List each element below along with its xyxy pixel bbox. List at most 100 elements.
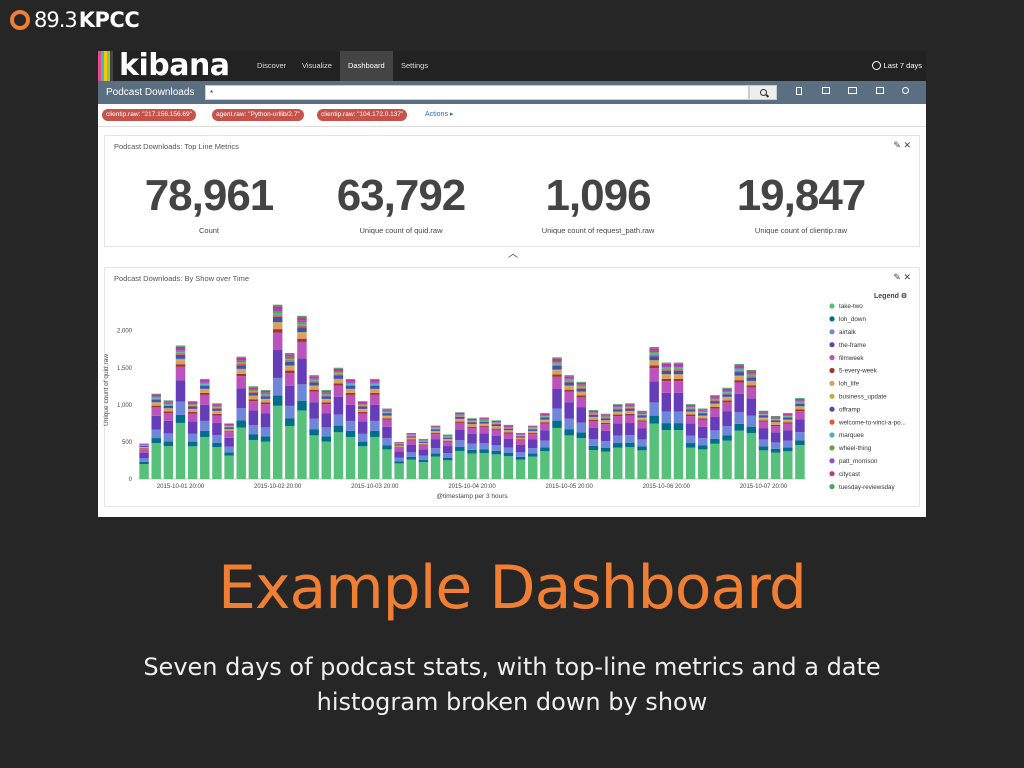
- metric-value: 1,096: [545, 171, 651, 220]
- bar-segment: [345, 379, 356, 382]
- bar-segment: [248, 390, 259, 392]
- bar-segment: [200, 384, 210, 386]
- bar-segment: [515, 456, 526, 460]
- bar-segment: [212, 403, 222, 405]
- legend-title[interactable]: Legend ⚙: [874, 293, 908, 300]
- bar-segment: [576, 385, 587, 387]
- bar-segment: [163, 404, 174, 406]
- bar-segment: [588, 419, 599, 422]
- bar-segment: [309, 379, 319, 381]
- filter-pill[interactable]: clientip.raw: "104.172.0.137": [317, 109, 408, 121]
- bar-segment: [309, 386, 319, 390]
- bar-segment: [698, 438, 708, 446]
- bar-segment: [430, 456, 441, 479]
- bar-segment: [758, 414, 769, 416]
- bar-segment: [224, 426, 234, 428]
- bar-segment: [540, 440, 550, 448]
- bar-segment: [734, 364, 744, 366]
- bar-segment: [394, 445, 404, 448]
- bar-segment: [710, 399, 720, 401]
- bar-segment: [698, 411, 708, 413]
- legend-item: marquee: [839, 432, 864, 439]
- bar-segment: [746, 374, 757, 376]
- bar-segment: [758, 428, 769, 440]
- bar-segment: [370, 389, 380, 393]
- search-button[interactable]: [749, 85, 777, 100]
- bar-segment: [321, 402, 331, 405]
- time-picker[interactable]: Last 7 days: [871, 51, 922, 81]
- bar-segment: [467, 424, 477, 427]
- kpcc-name: KPCC: [78, 8, 140, 32]
- collapse-caret-icon[interactable]: ︿: [508, 249, 518, 260]
- bar-segment: [200, 430, 210, 437]
- bar-segment: [187, 401, 198, 402]
- bar-segment: [467, 418, 477, 421]
- settings-icon[interactable]: [902, 87, 909, 94]
- edit-icon[interactable]: ✎: [893, 272, 901, 282]
- open-icon[interactable]: [848, 87, 857, 94]
- bar-segment: [722, 387, 732, 389]
- bar-segment: [382, 410, 392, 412]
- nav-tab-discover[interactable]: Discover: [257, 61, 287, 70]
- bar-segment: [248, 390, 259, 391]
- bar-segment: [272, 322, 283, 324]
- bar-segment: [637, 414, 647, 415]
- bar-segment: [625, 404, 635, 406]
- bar-segment: [442, 453, 453, 458]
- bar-segment: [649, 354, 659, 357]
- filter-pill[interactable]: clientip.raw: "217.156.156.69": [102, 109, 196, 121]
- save-icon[interactable]: [822, 87, 830, 94]
- new-dashboard-icon[interactable]: [796, 87, 802, 95]
- bar-segment: [576, 392, 587, 396]
- kpcc-frequency: 89.3: [34, 8, 78, 32]
- bar-segment: [151, 397, 161, 398]
- nav-tab-dashboard[interactable]: Dashboard: [340, 51, 393, 81]
- bar-segment: [139, 443, 149, 445]
- bar-segment: [200, 392, 210, 395]
- bar-segment: [212, 407, 222, 409]
- bar-segment: [333, 378, 344, 380]
- bar-segment: [187, 441, 198, 447]
- bar-segment: [564, 418, 574, 430]
- nav-tab-visualize[interactable]: Visualize: [302, 61, 332, 70]
- bar-segment: [187, 405, 198, 407]
- bar-segment: [649, 402, 659, 416]
- bar-segment: [418, 443, 429, 445]
- bar-segment: [382, 449, 392, 479]
- bar-segment: [770, 424, 781, 427]
- edit-icon[interactable]: ✎: [893, 140, 901, 150]
- bar-segment: [163, 401, 174, 403]
- close-icon[interactable]: ✕: [903, 272, 911, 282]
- filter-pill[interactable]: agent.raw: "Python-urllib/2.7": [212, 109, 304, 121]
- collapse-caret-icon[interactable]: ︿: [508, 509, 518, 517]
- search-input[interactable]: *: [205, 85, 749, 100]
- bar-segment: [467, 421, 477, 422]
- bar-segment: [333, 373, 344, 375]
- bar-segment: [540, 447, 550, 452]
- x-axis-label: @timestamp per 3 hours: [436, 493, 508, 500]
- bar-segment: [758, 414, 769, 415]
- bar-segment: [552, 427, 562, 479]
- y-tick-label: 2,000: [117, 329, 133, 335]
- bar-segment: [236, 420, 246, 428]
- bar-segment: [515, 436, 526, 438]
- actions-link[interactable]: Actions ▸: [425, 111, 454, 118]
- bar-segment: [576, 397, 587, 408]
- bar-segment: [734, 375, 744, 377]
- bar-segment: [321, 436, 331, 442]
- bar-segment: [588, 410, 599, 413]
- bar-segment: [406, 456, 417, 460]
- bar-segment: [357, 405, 368, 406]
- bar-segment: [224, 428, 234, 430]
- bar-segment: [175, 364, 186, 367]
- close-icon[interactable]: ✕: [903, 140, 911, 150]
- bar-segment: [673, 392, 684, 412]
- bar-segment: [357, 405, 368, 407]
- bar-segment: [430, 427, 441, 429]
- bar-segment: [418, 459, 429, 463]
- bar-segment: [564, 391, 574, 403]
- share-icon[interactable]: [876, 87, 884, 94]
- bar-segment: [758, 421, 769, 429]
- bar-segment: [661, 374, 672, 376]
- nav-tab-settings[interactable]: Settings: [401, 61, 429, 70]
